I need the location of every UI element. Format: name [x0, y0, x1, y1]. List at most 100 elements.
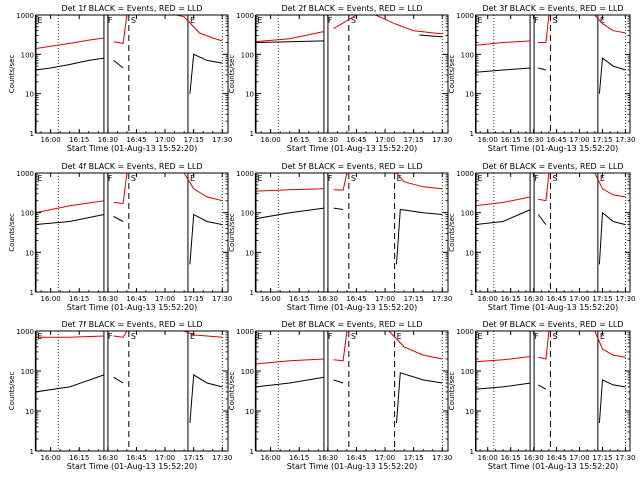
series-events-line [476, 209, 531, 226]
marker-label: S [552, 174, 557, 183]
series-lld-line [256, 358, 325, 365]
y-tick-label: 100 [21, 210, 34, 218]
marker-label: E [477, 174, 482, 183]
x-tick-label: 16:30 [318, 136, 338, 144]
plot-frame [475, 14, 631, 134]
y-tick-label: 10 [465, 91, 474, 99]
series-events-line [113, 376, 124, 384]
y-tick-label: 1000 [456, 12, 474, 20]
x-tick-label: 16:00 [261, 295, 281, 303]
series-lld-line [256, 188, 325, 192]
y-axis-label: Counts/sec [8, 55, 16, 94]
marker-label: S [351, 16, 356, 25]
series-events-line [333, 379, 344, 384]
y-tick-label: 100 [461, 51, 474, 59]
x-tick-label: 17:00 [569, 136, 589, 144]
y-tick-label: 1000 [236, 12, 254, 20]
x-tick-label: 16:15 [289, 136, 309, 144]
series-lld-line [594, 15, 626, 34]
series-lld-line [594, 331, 626, 358]
x-tick-label: 17:00 [569, 454, 589, 462]
plot-frame [35, 14, 229, 134]
y-tick-label: 100 [21, 368, 34, 376]
y-tick-label: 1 [470, 130, 474, 138]
series-lld-line [36, 200, 105, 214]
y-tick-label: 1000 [456, 328, 474, 336]
series-events-line [256, 207, 325, 220]
x-axis-label: Start Time (01-Aug-13 15:52:20) [67, 303, 198, 312]
series-events-line [113, 216, 124, 222]
x-axis-label: Start Time (01-Aug-13 15:52:20) [287, 462, 418, 471]
panel-title: Det 3f BLACK = Events, RED = LLD [482, 4, 623, 13]
x-tick-label: 17:30 [432, 454, 452, 462]
marker-label: E [600, 332, 605, 341]
series-events-line [36, 214, 105, 226]
marker-label: E [37, 174, 42, 183]
y-tick-label: 1 [470, 289, 474, 297]
y-tick-label: 1 [30, 289, 34, 297]
marker-label: E [190, 174, 195, 183]
x-tick-label: 16:45 [126, 136, 146, 144]
panel-det-1f: Det 1f BLACK = Events, RED = LLD S E E F 1 10 1… [8, 4, 232, 153]
y-tick-label: 100 [21, 51, 34, 59]
y-tick-label: 1000 [236, 328, 254, 336]
marker-label: F [328, 332, 333, 341]
y-tick-label: 10 [25, 91, 34, 99]
y-tick-label: 1000 [16, 170, 34, 178]
x-tick-label: 16:45 [346, 136, 366, 144]
marker-label: E [600, 16, 605, 25]
series-lld-line [183, 331, 223, 338]
series-events-line [36, 57, 105, 71]
marker-label: F [534, 332, 539, 341]
x-tick-label: 16:00 [41, 136, 61, 144]
x-tick-label: 17:30 [432, 136, 452, 144]
plot-frame [475, 330, 631, 452]
series-lld-line [183, 173, 223, 202]
panel-det-2f: Det 2f BLACK = Events, RED = LLD S F E 1 10 10… [228, 4, 452, 153]
x-axis-label: Start Time (01-Aug-13 15:52:20) [287, 144, 418, 153]
panel-title: Det 9f BLACK = Events, RED = LLD [482, 320, 623, 329]
x-tick-label: 17:15 [592, 136, 612, 144]
marker-label: E [257, 174, 262, 183]
marker-label: S [131, 174, 136, 183]
series-lld-line [538, 331, 562, 360]
x-tick-label: 16:30 [318, 454, 338, 462]
series-lld-line [113, 15, 143, 44]
x-tick-label: 16:45 [126, 295, 146, 303]
panel-det-4f: Det 4f BLACK = Events, RED = LLD S E E F 1 10 1… [8, 162, 232, 312]
x-tick-label: 17:15 [184, 295, 204, 303]
x-tick-label: 16:00 [261, 454, 281, 462]
series-lld-line [333, 331, 363, 362]
y-tick-label: 1 [30, 448, 34, 456]
x-tick-label: 17:30 [432, 295, 452, 303]
y-tick-label: 1000 [16, 328, 34, 336]
marker-label: F [328, 16, 333, 25]
panel-det-6f: Det 6f BLACK = Events, RED = LLD S E E F 1 10 1… [448, 162, 636, 312]
series-lld-line [256, 31, 325, 43]
marker-label: E [600, 174, 605, 183]
x-tick-label: 17:30 [615, 295, 635, 303]
x-tick-label: 16:00 [41, 454, 61, 462]
marker-label: E [257, 332, 262, 341]
y-tick-label: 1000 [456, 170, 474, 178]
panel-title: Det 5f BLACK = Events, RED = LLD [281, 162, 422, 171]
series-lld-line [476, 356, 531, 363]
x-tick-label: 16:30 [524, 136, 544, 144]
marker-label: S [351, 332, 356, 341]
marker-label: S [552, 16, 557, 25]
panel-det-7f: Det 7f BLACK = Events, RED = LLD S E E F 1 10 1… [8, 320, 232, 471]
x-tick-label: 16:15 [289, 295, 309, 303]
marker-label: F [108, 16, 113, 25]
y-tick-label: 10 [465, 249, 474, 257]
x-tick-label: 17:00 [155, 136, 175, 144]
x-axis-label: Start Time (01-Aug-13 15:52:20) [488, 462, 619, 471]
y-tick-label: 100 [241, 368, 254, 376]
series-events-line [396, 372, 443, 424]
x-tick-label: 16:30 [98, 136, 118, 144]
panel-det-5f: Det 5f BLACK = Events, RED = LLD S E E F 1 10 1… [228, 162, 452, 312]
y-tick-label: 10 [25, 408, 34, 416]
marker-label: E [190, 16, 195, 25]
x-tick-label: 16:45 [126, 454, 146, 462]
x-tick-label: 16:15 [69, 454, 89, 462]
series-lld-line [476, 196, 531, 207]
